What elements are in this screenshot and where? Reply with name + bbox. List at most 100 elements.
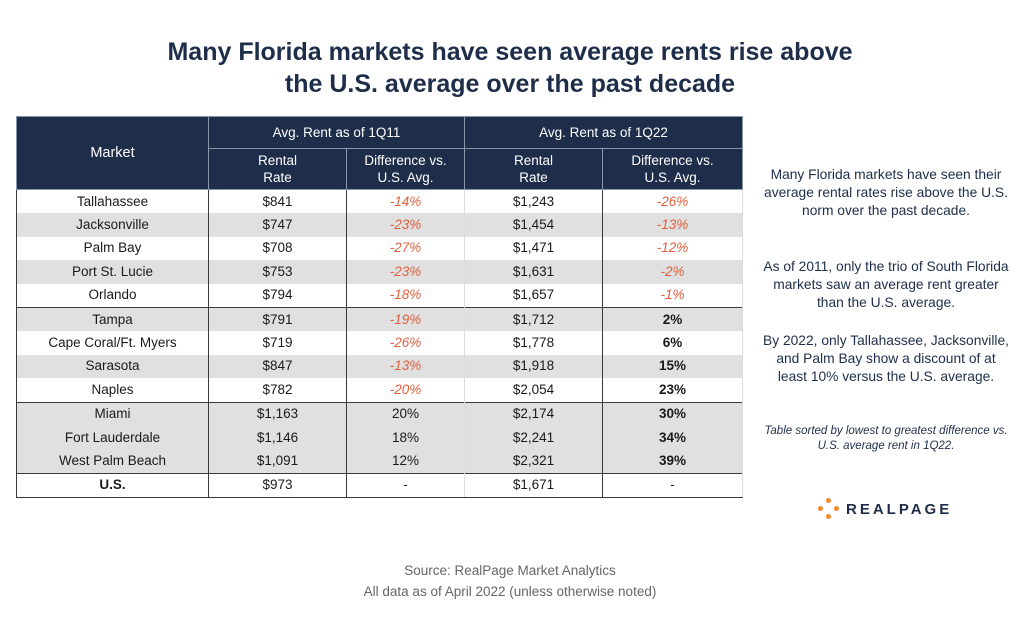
group-1q22-header: Avg. Rent as of 1Q22 bbox=[464, 116, 744, 149]
group-1q11-header: Avg. Rent as of 1Q11 bbox=[207, 116, 466, 149]
rent-1q11-cell: $708 bbox=[208, 236, 347, 261]
diff-1q11-cell: -23% bbox=[345, 213, 466, 237]
rent-1q22-cell: $1,471 bbox=[464, 236, 604, 261]
rent-1q22-cell: $2,321 bbox=[464, 449, 604, 474]
diff-1q11-cell: -13% bbox=[345, 354, 466, 379]
side-paragraph-2: As of 2011, only the trio of South Flori… bbox=[763, 259, 1009, 310]
diff-1q22-cell: 15% bbox=[602, 354, 744, 379]
rent-1q22-cell: $1,778 bbox=[464, 331, 604, 355]
market-cell: Orlando bbox=[16, 283, 209, 308]
rent-1q11-cell: $782 bbox=[208, 378, 347, 403]
diff-1q22-cell: -13% bbox=[602, 213, 744, 237]
table-row: Orlando $794 -18% $1,657 -1% bbox=[16, 283, 744, 308]
diff-1q22-cell: 2% bbox=[602, 306, 744, 332]
diff-1q22-cell: -1% bbox=[602, 283, 744, 308]
diff-1q11-cell: -27% bbox=[345, 236, 466, 261]
table-row: Cape Coral/Ft. Myers $719 -26% $1,778 6% bbox=[16, 331, 744, 355]
diff-1q22-cell: -26% bbox=[602, 189, 744, 214]
diff-1q22-cell: 34% bbox=[602, 425, 744, 450]
diff-1q11-cell: -23% bbox=[345, 260, 466, 284]
realpage-logo-icon bbox=[818, 498, 840, 520]
market-cell: Cape Coral/Ft. Myers bbox=[16, 331, 209, 355]
table-row: Jacksonville $747 -23% $1,454 -13% bbox=[16, 213, 744, 237]
diff-1q11-cell: - bbox=[345, 472, 466, 499]
rent-1q22-cell: $1,918 bbox=[464, 354, 604, 379]
rent-1q22-cell: $1,454 bbox=[464, 213, 604, 237]
diff-1q22-header: Difference vs. U.S. Avg. bbox=[602, 148, 744, 190]
diff-1q11-cell: 20% bbox=[345, 401, 466, 426]
market-cell: Palm Bay bbox=[16, 236, 209, 261]
rent-1q11-cell: $1,163 bbox=[208, 401, 347, 426]
market-cell: Naples bbox=[16, 378, 209, 403]
rent-1q22-cell: $1,712 bbox=[464, 306, 604, 332]
table-row: Naples $782 -20% $2,054 23% bbox=[16, 378, 744, 403]
side-paragraph-3: By 2022, only Tallahassee, Jacksonville,… bbox=[763, 333, 1009, 384]
diff-1q11-cell: 18% bbox=[345, 425, 466, 450]
rent-1q11-cell: $747 bbox=[208, 213, 347, 237]
rent-1q11-cell: $1,091 bbox=[208, 449, 347, 474]
rent-1q11-cell: $1,146 bbox=[208, 425, 347, 450]
table-row: West Palm Beach $1,091 12% $2,321 39% bbox=[16, 449, 744, 474]
rent-1q11-cell: $791 bbox=[208, 306, 347, 332]
rent-1q22-cell: $1,657 bbox=[464, 283, 604, 308]
diff-1q11-cell: -26% bbox=[345, 331, 466, 355]
market-cell: Tampa bbox=[16, 306, 209, 332]
diff-1q22-cell: 23% bbox=[602, 378, 744, 403]
rent-1q11-cell: $847 bbox=[208, 354, 347, 379]
chart-title-line2: the U.S. average over the past decade bbox=[284, 70, 736, 98]
market-header: Market bbox=[16, 116, 209, 190]
table-row: Tampa $791 -19% $1,712 2% bbox=[16, 306, 744, 332]
source-line-2: All data as of April 2022 (unless otherw… bbox=[363, 584, 657, 599]
market-cell: Sarasota bbox=[16, 354, 209, 379]
rent-1q11-cell: $794 bbox=[208, 283, 347, 308]
table-row: Port St. Lucie $753 -23% $1,631 -2% bbox=[16, 260, 744, 284]
source-note: Source: RealPage Market Analytics All da… bbox=[0, 560, 1020, 602]
table-row: Fort Lauderdale $1,146 18% $2,241 34% bbox=[16, 425, 744, 450]
table-row: U.S. $973- $1,671- bbox=[16, 472, 744, 499]
market-cell: Fort Lauderdale bbox=[16, 425, 209, 450]
table-row: Palm Bay $708 -27% $1,471 -12% bbox=[16, 236, 744, 261]
diff-1q22-cell: - bbox=[602, 472, 744, 499]
rent-table-body: Tallahassee $841 -14% $1,243 -26% Jacksonvill… bbox=[16, 189, 744, 499]
rent-1q11-cell: $719 bbox=[208, 331, 347, 355]
diff-1q11-cell: 12% bbox=[345, 449, 466, 474]
rent-1q11-cell: $753 bbox=[208, 260, 347, 284]
diff-1q22-cell: 6% bbox=[602, 331, 744, 355]
diff-1q22-cell: -12% bbox=[602, 236, 744, 261]
diff-1q11-cell: -14% bbox=[345, 189, 466, 214]
realpage-logo-text: REALPAGE bbox=[846, 500, 953, 518]
rent-1q22-cell: $1,243 bbox=[464, 189, 604, 214]
diff-1q11-cell: -20% bbox=[345, 378, 466, 403]
rental-rate-1q22-header: Rental Rate bbox=[464, 148, 604, 190]
market-cell: Port St. Lucie bbox=[16, 260, 209, 284]
table-row: Sarasota $847 -13% $1,918 15% bbox=[16, 354, 744, 379]
chart-title-line1: Many Florida markets have seen average r… bbox=[167, 38, 853, 66]
rent-1q22-cell: $2,241 bbox=[464, 425, 604, 450]
rent-1q11-cell: $973 bbox=[208, 472, 347, 499]
rent-1q22-cell: $2,054 bbox=[464, 378, 604, 403]
realpage-logo: REALPAGE bbox=[818, 498, 952, 520]
market-cell: Miami bbox=[16, 401, 209, 426]
diff-1q11-cell: -19% bbox=[345, 306, 466, 332]
rental-rate-1q11-header: Rental Rate bbox=[208, 148, 347, 190]
market-cell: Jacksonville bbox=[16, 213, 209, 237]
diff-1q22-cell: -2% bbox=[602, 260, 744, 284]
diff-1q22-cell: 30% bbox=[602, 401, 744, 426]
market-cell: West Palm Beach bbox=[16, 449, 209, 474]
diff-1q11-cell: -18% bbox=[345, 283, 466, 308]
source-line-1: Source: RealPage Market Analytics bbox=[404, 563, 616, 578]
sort-note: Table sorted by lowest to greatest diffe… bbox=[764, 425, 1008, 452]
rent-1q22-cell: $2,174 bbox=[464, 401, 604, 426]
rent-1q22-cell: $1,671 bbox=[464, 472, 604, 499]
rent-1q22-cell: $1,631 bbox=[464, 260, 604, 284]
table-row: Tallahassee $841 -14% $1,243 -26% bbox=[16, 189, 744, 214]
side-paragraph-1: Many Florida markets have seen their ave… bbox=[764, 167, 1008, 218]
market-cell: U.S. bbox=[16, 472, 209, 499]
diff-1q22-cell: 39% bbox=[602, 449, 744, 474]
rent-1q11-cell: $841 bbox=[208, 189, 347, 214]
rent-table: Market Avg. Rent as of 1Q11 Avg. Rent as… bbox=[16, 116, 744, 499]
chart-title: Many Florida markets have seen average r… bbox=[0, 36, 1020, 100]
table-row: Miami $1,163 20% $2,174 30% bbox=[16, 401, 744, 426]
market-cell: Tallahassee bbox=[16, 189, 209, 214]
diff-1q11-header: Difference vs. U.S. Avg. bbox=[345, 148, 466, 190]
